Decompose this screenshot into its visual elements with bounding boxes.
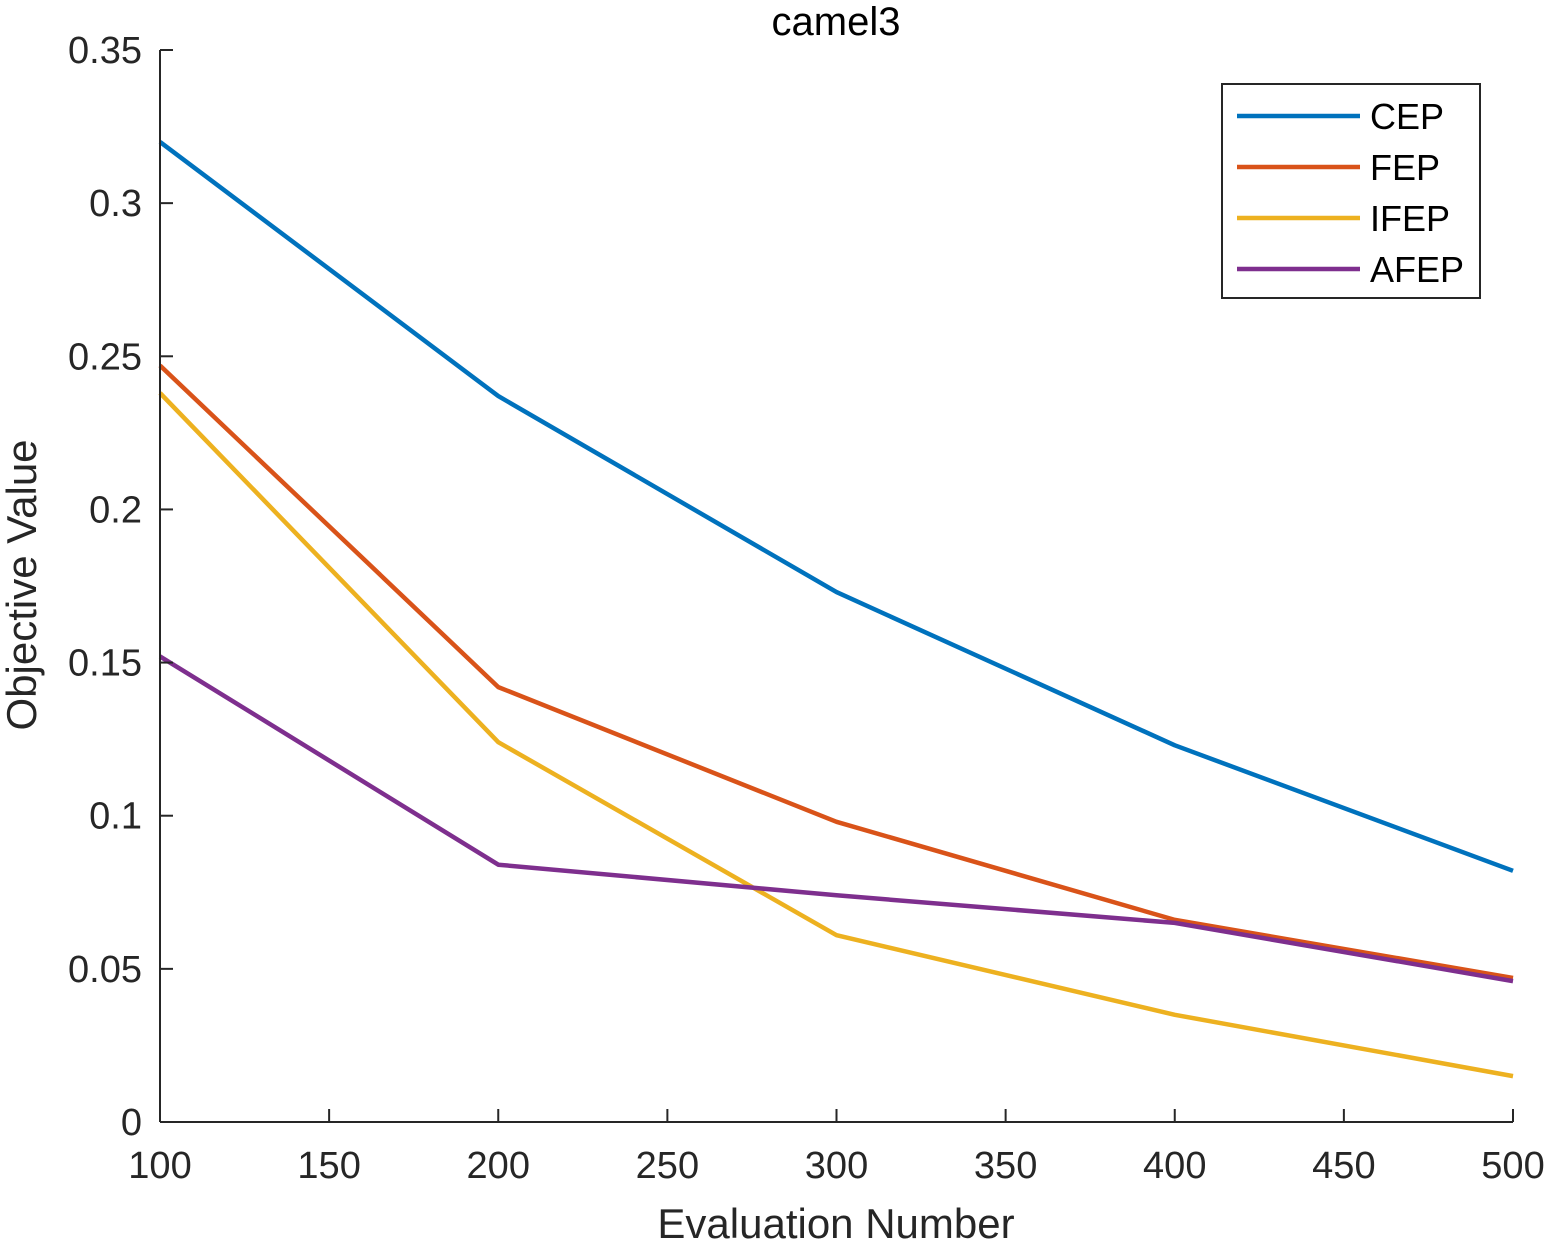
x-tick-label: 500 [1481,1145,1544,1187]
x-tick-label: 400 [1143,1145,1206,1187]
x-tick-label: 450 [1312,1145,1375,1187]
series-line-afep [158,654,1514,984]
x-tick-label: 350 [974,1145,1037,1187]
y-tick-label: 0.2 [89,489,142,531]
x-tick-label: 250 [636,1145,699,1187]
legend-label-cep: CEP [1370,96,1444,137]
axes: 100 150 200 250 300 350 400 450 500 0 0.05 0.1 0.15 0… [68,30,1545,1187]
y-tick-label: 0.35 [68,30,142,72]
legend-label-afep: AFEP [1370,249,1464,290]
chart-title: camel3 [772,0,901,44]
y-tick-label: 0.05 [68,949,142,991]
x-tick-label: 200 [467,1145,530,1187]
y-tick-label: 0.1 [89,796,142,838]
y-tick-label: 0 [121,1102,142,1144]
y-axis-label: Objective Value [0,439,45,730]
y-tick-label: 0.15 [68,643,142,685]
series-line-fep [158,363,1514,981]
y-tick-label: 0.25 [68,336,142,378]
legend-box [1221,83,1481,299]
x-tick-label: 300 [805,1145,868,1187]
x-tick-label: 150 [297,1145,360,1187]
x-tick-label: 100 [128,1145,191,1187]
legend-label-fep: FEP [1370,147,1440,188]
legend: CEP FEP IFEP AFEP [1221,83,1481,299]
series-line-ifep [158,391,1514,1079]
x-axis-label: Evaluation Number [657,1200,1014,1244]
series-line-cep [158,140,1514,873]
legend-label-ifep: IFEP [1370,198,1450,239]
y-tick-label: 0.3 [89,183,142,225]
plot-lines [158,140,1514,1079]
